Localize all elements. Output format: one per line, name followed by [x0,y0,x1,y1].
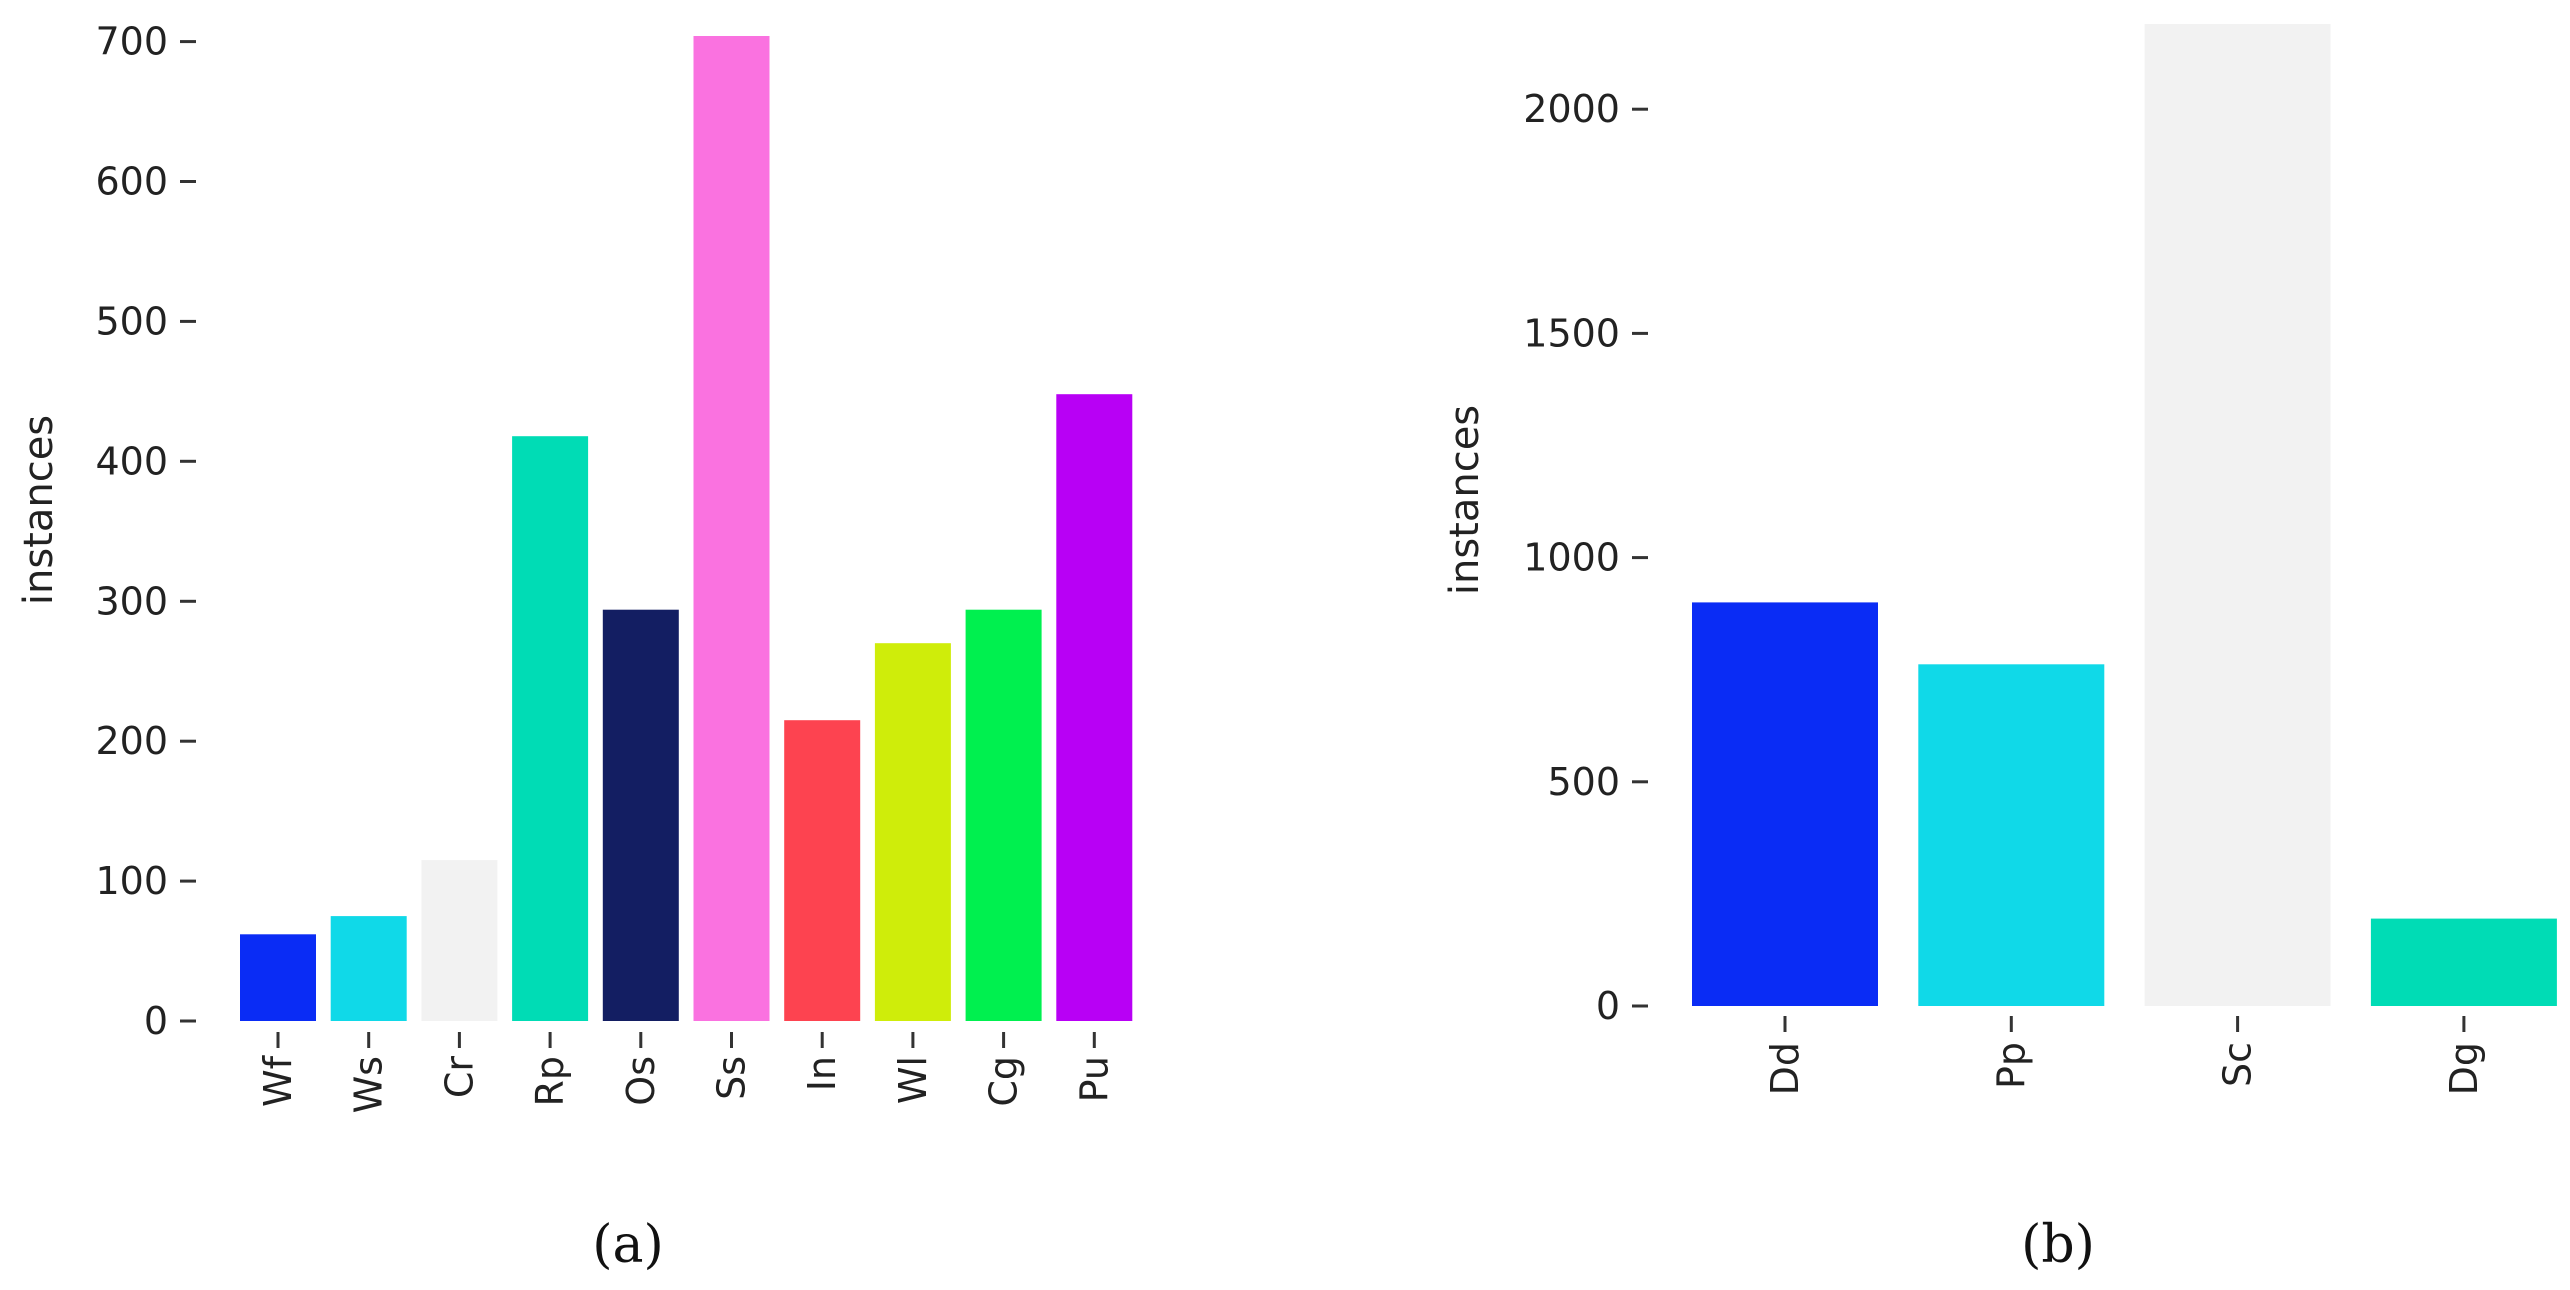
chart-a-bar-pu [1056,394,1133,1021]
chart-a-y-tick-label: 0 [144,999,168,1043]
chart-b-x-tick-label: Sc [2216,1042,2260,1087]
chart-a-y-tick-label: 300 [95,579,168,623]
chart-a-bars [240,36,1133,1021]
chart-b-y-tick-label: 1000 [1523,536,1620,580]
chart-b-x-tick-label: Pp [1989,1042,2033,1089]
chart-b-bar-dd [1692,602,1878,1006]
chart-a-x-tick-label: Cg [982,1056,1026,1107]
chart-a-bar-wf [240,934,316,1021]
chart-a-x-axis: Wf Ws Cr Rp Os Ss In Wl Cg Pu [256,1032,1116,1113]
chart-b-x-tick-label: Dd [1763,1042,1807,1095]
chart-a-x-tick-label: Os [619,1056,663,1106]
chart-a-bar-ws [330,916,407,1021]
chart-a-x-tick-label: Cr [437,1056,481,1099]
chart-a-bar-in [784,720,861,1021]
chart-a-y-tick-label: 600 [95,160,168,204]
chart-a-y-axis: 0 100 200 300 400 500 600 700 [95,20,196,1043]
chart-a-bar-os [602,609,679,1021]
chart-a-y-tick-label: 100 [95,859,168,903]
chart-b-x-axis: Dd Pp Sc Dg [1763,1016,2486,1095]
chart-a-bar-rp [512,436,589,1021]
chart-a-x-tick-label: In [800,1056,844,1091]
chart-b-bar-dg [2370,918,2557,1006]
chart-a-caption: (a) [592,1215,664,1275]
chart-a-bar-wl [874,643,951,1021]
chart-a-x-tick-label: Ss [710,1056,754,1100]
chart-a-y-tick-label: 200 [95,719,168,763]
chart-a-x-tick-label: Wf [256,1054,300,1107]
chart-a-y-tick-label: 400 [95,439,168,483]
chart-b-bars [1692,24,2557,1006]
chart-a-x-tick-label: Wl [891,1056,935,1104]
chart-a-y-axis-label: instances [16,415,62,605]
chart-a-x-tick-label: Pu [1072,1056,1116,1102]
chart-b-x-tick-label: Dg [2442,1042,2486,1095]
chart-b-y-tick-label: 2000 [1523,87,1620,131]
chart-b: 0 500 1000 1500 2000 Dd Pp Sc Dg instances (b) [1442,24,2557,1275]
chart-b-y-axis: 0 500 1000 1500 2000 [1523,87,1648,1028]
chart-b-y-tick-label: 1500 [1523,311,1620,355]
chart-a-bar-cr [421,860,498,1021]
chart-a-x-tick-label: Rp [528,1056,572,1107]
chart-a-y-tick-label: 700 [95,20,168,64]
chart-a-bar-cg [965,609,1042,1021]
chart-a-bar-ss [693,36,770,1021]
chart-b-y-tick-label: 0 [1596,984,1620,1028]
chart-a: 0 100 200 300 400 500 600 700 Wf Ws Cr Rp Os Ss In Wl C… [16,20,1133,1275]
chart-b-bar-pp [1918,664,2105,1006]
chart-b-caption: (b) [2021,1215,2095,1275]
chart-b-y-tick-label: 500 [1547,760,1620,804]
chart-b-bar-sc [2144,24,2331,1006]
chart-a-x-tick-label: Ws [347,1056,391,1113]
chart-a-y-tick-label: 500 [95,299,168,343]
chart-b-y-axis-label: instances [1442,405,1488,595]
